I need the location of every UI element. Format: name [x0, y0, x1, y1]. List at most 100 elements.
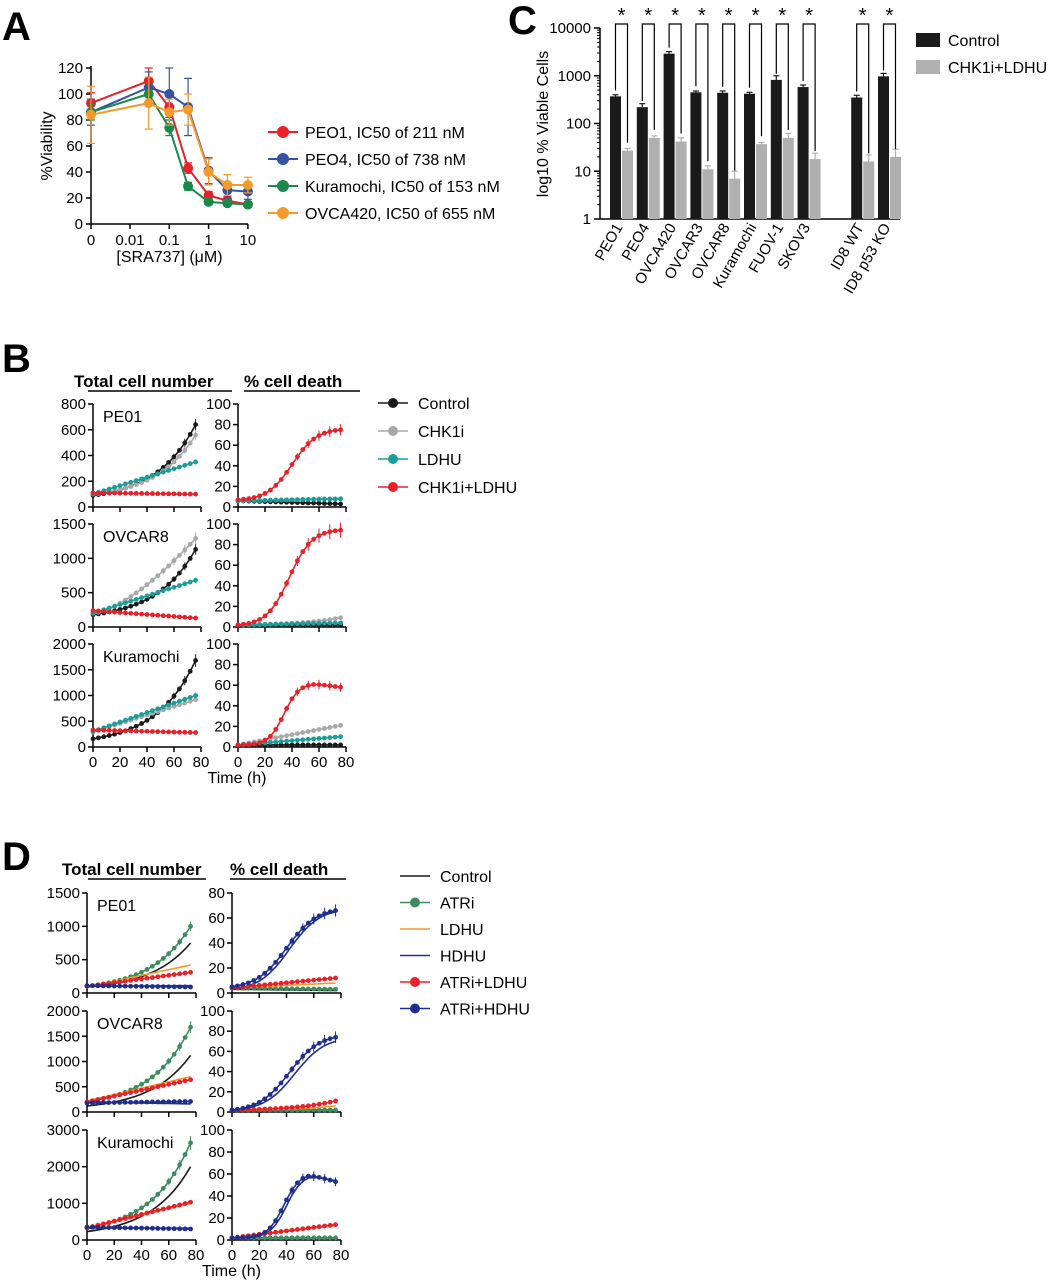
- legend-entry: CHK1i+LDHU: [418, 480, 517, 497]
- data-point: [166, 468, 172, 473]
- data-point: [327, 429, 333, 434]
- data-point: [143, 98, 154, 109]
- data-point: [284, 1228, 289, 1234]
- data-point: [257, 493, 262, 499]
- data-point: [278, 591, 284, 597]
- y-axis-label: %Viability: [39, 111, 56, 180]
- data-point: [316, 913, 322, 919]
- data-point: [123, 485, 128, 491]
- data-point: [177, 939, 183, 945]
- data-point: [100, 1100, 106, 1106]
- column-header-death: % cell death: [244, 372, 342, 391]
- data-point: [251, 1107, 257, 1112]
- data-point: [327, 1177, 333, 1183]
- data-point: [177, 553, 182, 558]
- y-tick-label: 60: [214, 437, 231, 454]
- data-point: [338, 684, 343, 690]
- data-point: [166, 1081, 172, 1087]
- data-point: [111, 983, 117, 989]
- data-point: [333, 1179, 338, 1185]
- data-point: [144, 717, 150, 723]
- data-point: [193, 547, 199, 552]
- data-point: [332, 501, 338, 507]
- data-point: [273, 986, 278, 991]
- data-point: [278, 1229, 284, 1234]
- x-tick-label: 60: [305, 1247, 322, 1264]
- data-point: [268, 608, 273, 614]
- data-point: [284, 706, 289, 711]
- x-tick-label: 60: [311, 754, 328, 771]
- data-point: [262, 738, 268, 743]
- significance-star: *: [698, 5, 706, 27]
- data-point: [316, 742, 322, 748]
- data-point: [100, 983, 106, 989]
- data-point: [305, 1225, 311, 1231]
- data-point: [101, 727, 107, 733]
- data-point: [160, 956, 166, 961]
- data-point: [128, 603, 134, 609]
- data-point: [273, 497, 279, 503]
- significance-bracket: [775, 23, 789, 130]
- data-point: [311, 496, 316, 502]
- significance-star: *: [671, 5, 679, 27]
- data-point: [101, 490, 107, 496]
- bar-chk1i-ldhu: [863, 161, 875, 219]
- data-point: [90, 490, 96, 496]
- data-point: [256, 974, 262, 980]
- data-point: [95, 1224, 101, 1230]
- data-point: [322, 976, 328, 982]
- significance-star: *: [725, 5, 733, 27]
- y-tick-label: 100: [206, 636, 231, 653]
- data-point: [155, 984, 161, 989]
- data-point: [177, 1099, 183, 1104]
- data-point: [166, 1205, 172, 1211]
- data-point: [327, 1107, 333, 1113]
- x-tick-label: 1: [204, 232, 212, 249]
- data-point: [144, 984, 150, 989]
- y-tick-label: 20: [214, 718, 231, 735]
- data-point: [311, 736, 316, 742]
- data-point: [144, 1099, 150, 1105]
- data-point: [171, 459, 177, 465]
- data-point: [164, 89, 175, 99]
- data-point: [333, 908, 338, 913]
- data-point: [242, 199, 253, 210]
- bar-control: [851, 97, 863, 219]
- data-point: [96, 490, 101, 496]
- data-point: [139, 976, 144, 982]
- data-point: [295, 931, 300, 937]
- data-point: [188, 969, 193, 975]
- y-tick-label: 80: [66, 112, 83, 129]
- y-tick-label: 0: [72, 985, 80, 1002]
- data-point: [139, 712, 145, 717]
- y-tick-label: 100: [206, 396, 231, 413]
- data-point: [182, 700, 188, 706]
- data-point: [338, 620, 343, 626]
- data-point: [101, 734, 107, 740]
- series-line: [92, 537, 197, 615]
- data-point: [284, 621, 289, 627]
- y-tick-label: 40: [208, 935, 225, 952]
- data-point: [193, 422, 199, 427]
- data-point: [268, 497, 273, 503]
- data-point: [96, 735, 101, 741]
- data-point: [177, 614, 182, 620]
- y-tick-label: 500: [55, 952, 80, 969]
- data-point: [160, 568, 166, 574]
- data-point: [112, 609, 117, 615]
- y-tick-label: 500: [61, 585, 86, 602]
- data-point: [278, 739, 284, 744]
- data-point: [268, 487, 273, 493]
- data-point: [273, 1235, 278, 1241]
- data-point: [182, 1152, 188, 1157]
- y-tick-label: 2000: [47, 1003, 80, 1020]
- data-point: [273, 1086, 278, 1092]
- data-point: [300, 497, 306, 502]
- data-point: [289, 979, 295, 985]
- y-tick-label: 1000: [558, 68, 591, 85]
- y-tick-label: 200: [61, 473, 86, 490]
- data-point: [241, 742, 246, 748]
- data-point: [187, 694, 193, 700]
- data-point: [160, 613, 166, 619]
- data-point: [229, 1235, 235, 1241]
